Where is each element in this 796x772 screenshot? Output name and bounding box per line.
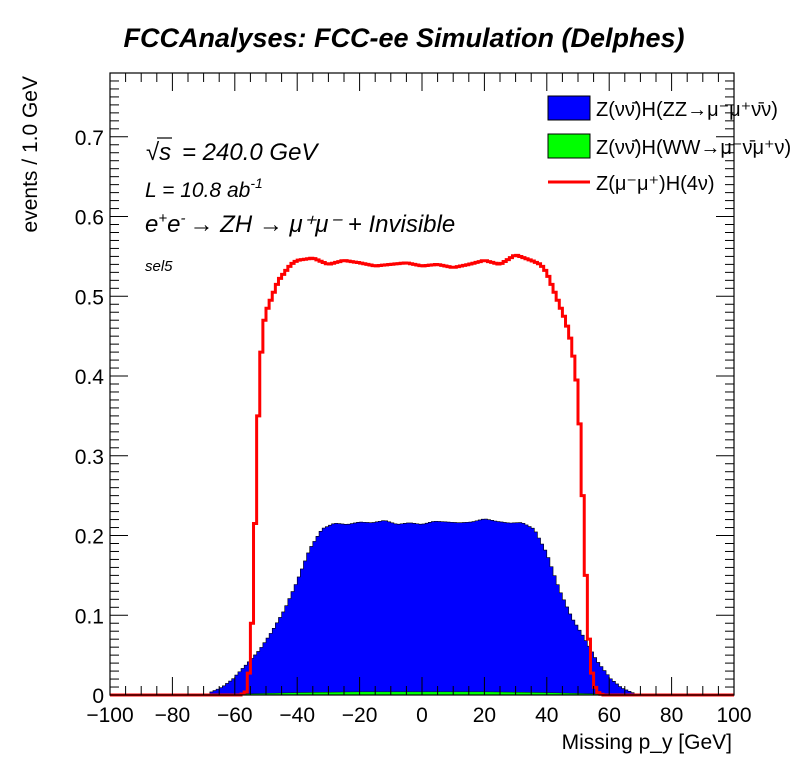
x-tick-label: −40 [279, 704, 315, 727]
x-tick-label: −20 [342, 704, 378, 727]
y-tick-label: 0 [92, 685, 104, 708]
x-tick-label: 40 [535, 704, 558, 727]
luminosity-label: L = 10.8 ab-1 [145, 175, 263, 202]
plot-area [110, 253, 734, 697]
x-tick-label: 20 [473, 704, 496, 727]
series-zh-zz-fill [110, 518, 734, 696]
x-axis-title: Missing p_y [GeV] [562, 731, 732, 754]
sqrt-s-label: √s = 240.0 GeV [146, 137, 319, 166]
legend-label-zh-zz: Z(νν̄)H(ZZ→μ⁻μ⁺ν̄ν) [596, 99, 778, 121]
legend-swatch-zh-zz [547, 95, 591, 121]
y-tick-label: 0.2 [75, 526, 104, 549]
x-tick-label: −80 [155, 704, 191, 727]
y-tick-label: 0.7 [75, 127, 104, 150]
y-axis: 0 0.1 0.2 0.3 0.4 0.5 0.6 0.7 [75, 72, 734, 708]
y-tick-label: 0.3 [75, 446, 104, 469]
x-tick-label: 60 [598, 704, 621, 727]
series-zmumu-h-line [110, 253, 734, 697]
y-tick-label: 0.6 [75, 207, 104, 230]
process-label: e+e- → ZH → μ⁺μ⁻ + Invisible [145, 210, 455, 238]
sqrt-s-value: = 240.0 GeV [182, 139, 319, 166]
x-axis: −100 −80 −60 −40 −20 0 20 40 60 80 100 [86, 73, 752, 727]
legend-label-zh-ww: Z(νν̄)H(WW→μ⁻ν̄μ⁺ν) [596, 137, 791, 159]
x-tick-label: −60 [217, 704, 253, 727]
selection-label: sel5 [145, 258, 173, 275]
legend-swatch-zh-ww [547, 133, 591, 159]
legend-label-zmumu-h: Z(μ⁻μ⁺)H(4ν) [596, 173, 715, 195]
y-tick-label: 0.4 [75, 366, 105, 389]
legend: Z(νν̄)H(ZZ→μ⁻μ⁺ν̄ν) Z(νν̄)H(WW→μ⁻ν̄μ⁺ν) … [547, 95, 791, 195]
x-tick-label: 100 [716, 704, 751, 727]
y-tick-label: 0.1 [75, 605, 104, 628]
annotations: √s = 240.0 GeV L = 10.8 ab-1 e+e- → ZH → … [145, 137, 455, 275]
chart-title: FCCAnalyses: FCC-ee Simulation (Delphes) [123, 23, 684, 53]
y-tick-label: 0.5 [75, 286, 104, 309]
sqrt-symbol: √s [146, 139, 171, 166]
y-axis-title: events / 1.0 GeV [19, 76, 42, 232]
x-tick-label: 0 [416, 704, 428, 727]
x-tick-label: 80 [660, 704, 683, 727]
x-tick-label: −100 [86, 704, 133, 727]
